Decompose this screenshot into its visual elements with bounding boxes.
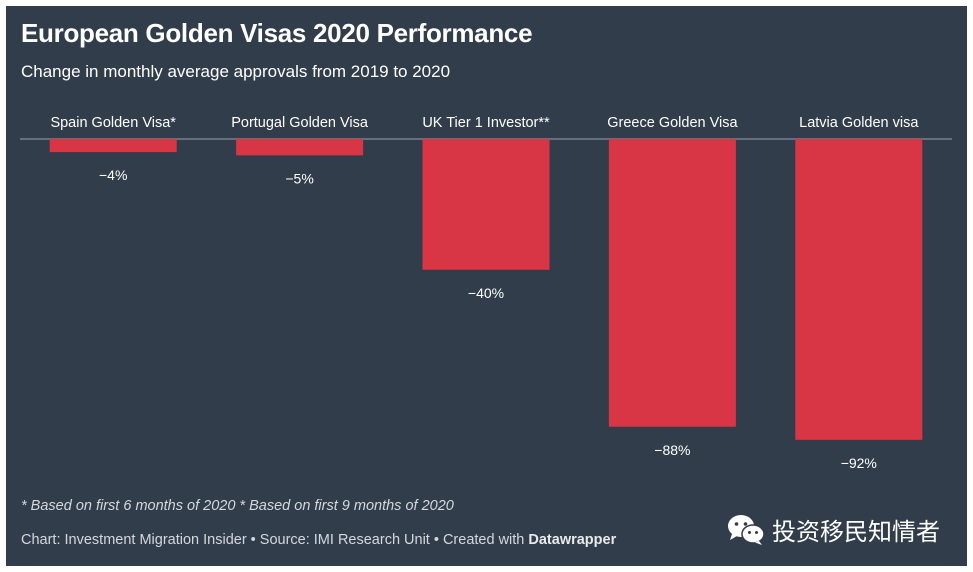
chart-panel: European Golden Visas 2020 Performance C… bbox=[6, 6, 967, 566]
watermark-text: 投资移民知情者 bbox=[772, 518, 940, 546]
value-label: −92% bbox=[841, 455, 877, 471]
source-credit: Chart: Investment Migration Insider • So… bbox=[21, 532, 616, 548]
category-label: Latvia Golden visa bbox=[799, 115, 919, 131]
bar-chart: Spain Golden Visa* Portugal Golden Visa UK… bbox=[20, 115, 952, 471]
value-label: −88% bbox=[654, 442, 690, 458]
wechat-icon bbox=[726, 513, 766, 547]
chart-title: European Golden Visas 2020 Performance bbox=[21, 18, 533, 48]
bar bbox=[422, 139, 550, 270]
value-label: −5% bbox=[285, 170, 313, 186]
credit-tool: Datawrapper bbox=[528, 532, 617, 548]
watermark: 投资移民知情者 bbox=[726, 512, 940, 547]
value-label: −4% bbox=[99, 167, 127, 183]
footnotes: * Based on first 6 months of 2020 * Base… bbox=[21, 498, 454, 514]
category-label: UK Tier 1 Investor** bbox=[422, 115, 550, 131]
category-label: Portugal Golden Visa bbox=[231, 115, 369, 131]
value-label: −40% bbox=[468, 285, 504, 301]
credit-text: Chart: Investment Migration Insider • So… bbox=[21, 532, 529, 548]
category-label: Spain Golden Visa* bbox=[50, 115, 176, 131]
bar bbox=[608, 139, 736, 427]
bar bbox=[795, 139, 923, 440]
category-label: Greece Golden Visa bbox=[607, 115, 738, 131]
chart-subtitle: Change in monthly average approvals from… bbox=[21, 62, 451, 81]
bar bbox=[236, 139, 364, 156]
bar bbox=[49, 139, 177, 153]
